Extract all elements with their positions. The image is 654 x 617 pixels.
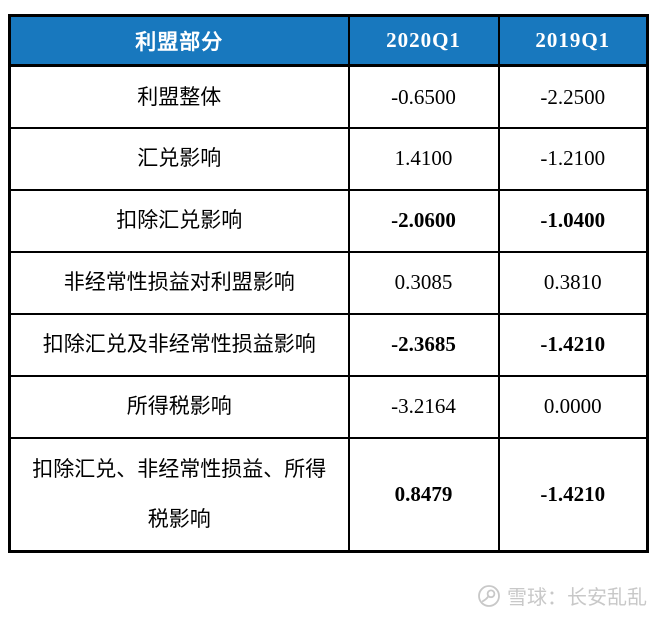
table-row: 扣除汇兑影响 -2.0600 -1.0400 <box>8 188 649 253</box>
lexmark-impact-table: 利盟部分 2020Q1 2019Q1 利盟整体 -0.6500 -2.2500 汇兑影… <box>8 14 649 553</box>
row-label: 扣除汇兑影响 <box>8 188 350 253</box>
table-row: 非经常性损益对利盟影响 0.3085 0.3810 <box>8 250 649 315</box>
table-header-row: 利盟部分 2020Q1 2019Q1 <box>8 14 649 67</box>
row-label: 汇兑影响 <box>8 126 350 191</box>
value-2019q1: 0.3810 <box>497 250 649 315</box>
value-2020q1: -2.3685 <box>347 312 500 377</box>
value-2020q1: -3.2164 <box>347 374 500 439</box>
value-2020q1: 0.3085 <box>347 250 500 315</box>
row-label: 非经常性损益对利盟影响 <box>8 250 350 315</box>
watermark: 雪球：长安乱乱 <box>477 581 647 610</box>
value-2019q1: -2.2500 <box>497 64 649 129</box>
table-row: 所得税影响 -3.2164 0.0000 <box>8 374 649 439</box>
row-label: 扣除汇兑及非经常性损益影响 <box>8 312 350 377</box>
lexmark-impact-table-container: 利盟部分 2020Q1 2019Q1 利盟整体 -0.6500 -2.2500 汇兑影… <box>8 14 649 553</box>
value-2019q1: -1.4210 <box>497 436 649 553</box>
watermark-text: 雪球：长安乱乱 <box>507 587 647 609</box>
table-row: 扣除汇兑及非经常性损益影响 -2.3685 -1.4210 <box>8 312 649 377</box>
col-header-category: 利盟部分 <box>8 14 350 67</box>
value-2019q1: -1.2100 <box>497 126 649 191</box>
table-row: 利盟整体 -0.6500 -2.2500 <box>8 64 649 129</box>
xueqiu-logo-icon <box>477 584 501 608</box>
value-2020q1: 1.4100 <box>347 126 500 191</box>
value-2020q1: -0.6500 <box>347 64 500 129</box>
row-label: 利盟整体 <box>8 64 350 129</box>
col-header-2020q1: 2020Q1 <box>347 14 500 67</box>
table-row: 汇兑影响 1.4100 -1.2100 <box>8 126 649 191</box>
value-2020q1: 0.8479 <box>347 436 500 553</box>
value-2019q1: -1.4210 <box>497 312 649 377</box>
row-label: 扣除汇兑、非经常性损益、所得税影响 <box>8 436 350 553</box>
table-row: 扣除汇兑、非经常性损益、所得税影响 0.8479 -1.4210 <box>8 436 649 553</box>
value-2020q1: -2.0600 <box>347 188 500 253</box>
value-2019q1: -1.0400 <box>497 188 649 253</box>
row-label: 所得税影响 <box>8 374 350 439</box>
col-header-2019q1: 2019Q1 <box>497 14 649 67</box>
value-2019q1: 0.0000 <box>497 374 649 439</box>
